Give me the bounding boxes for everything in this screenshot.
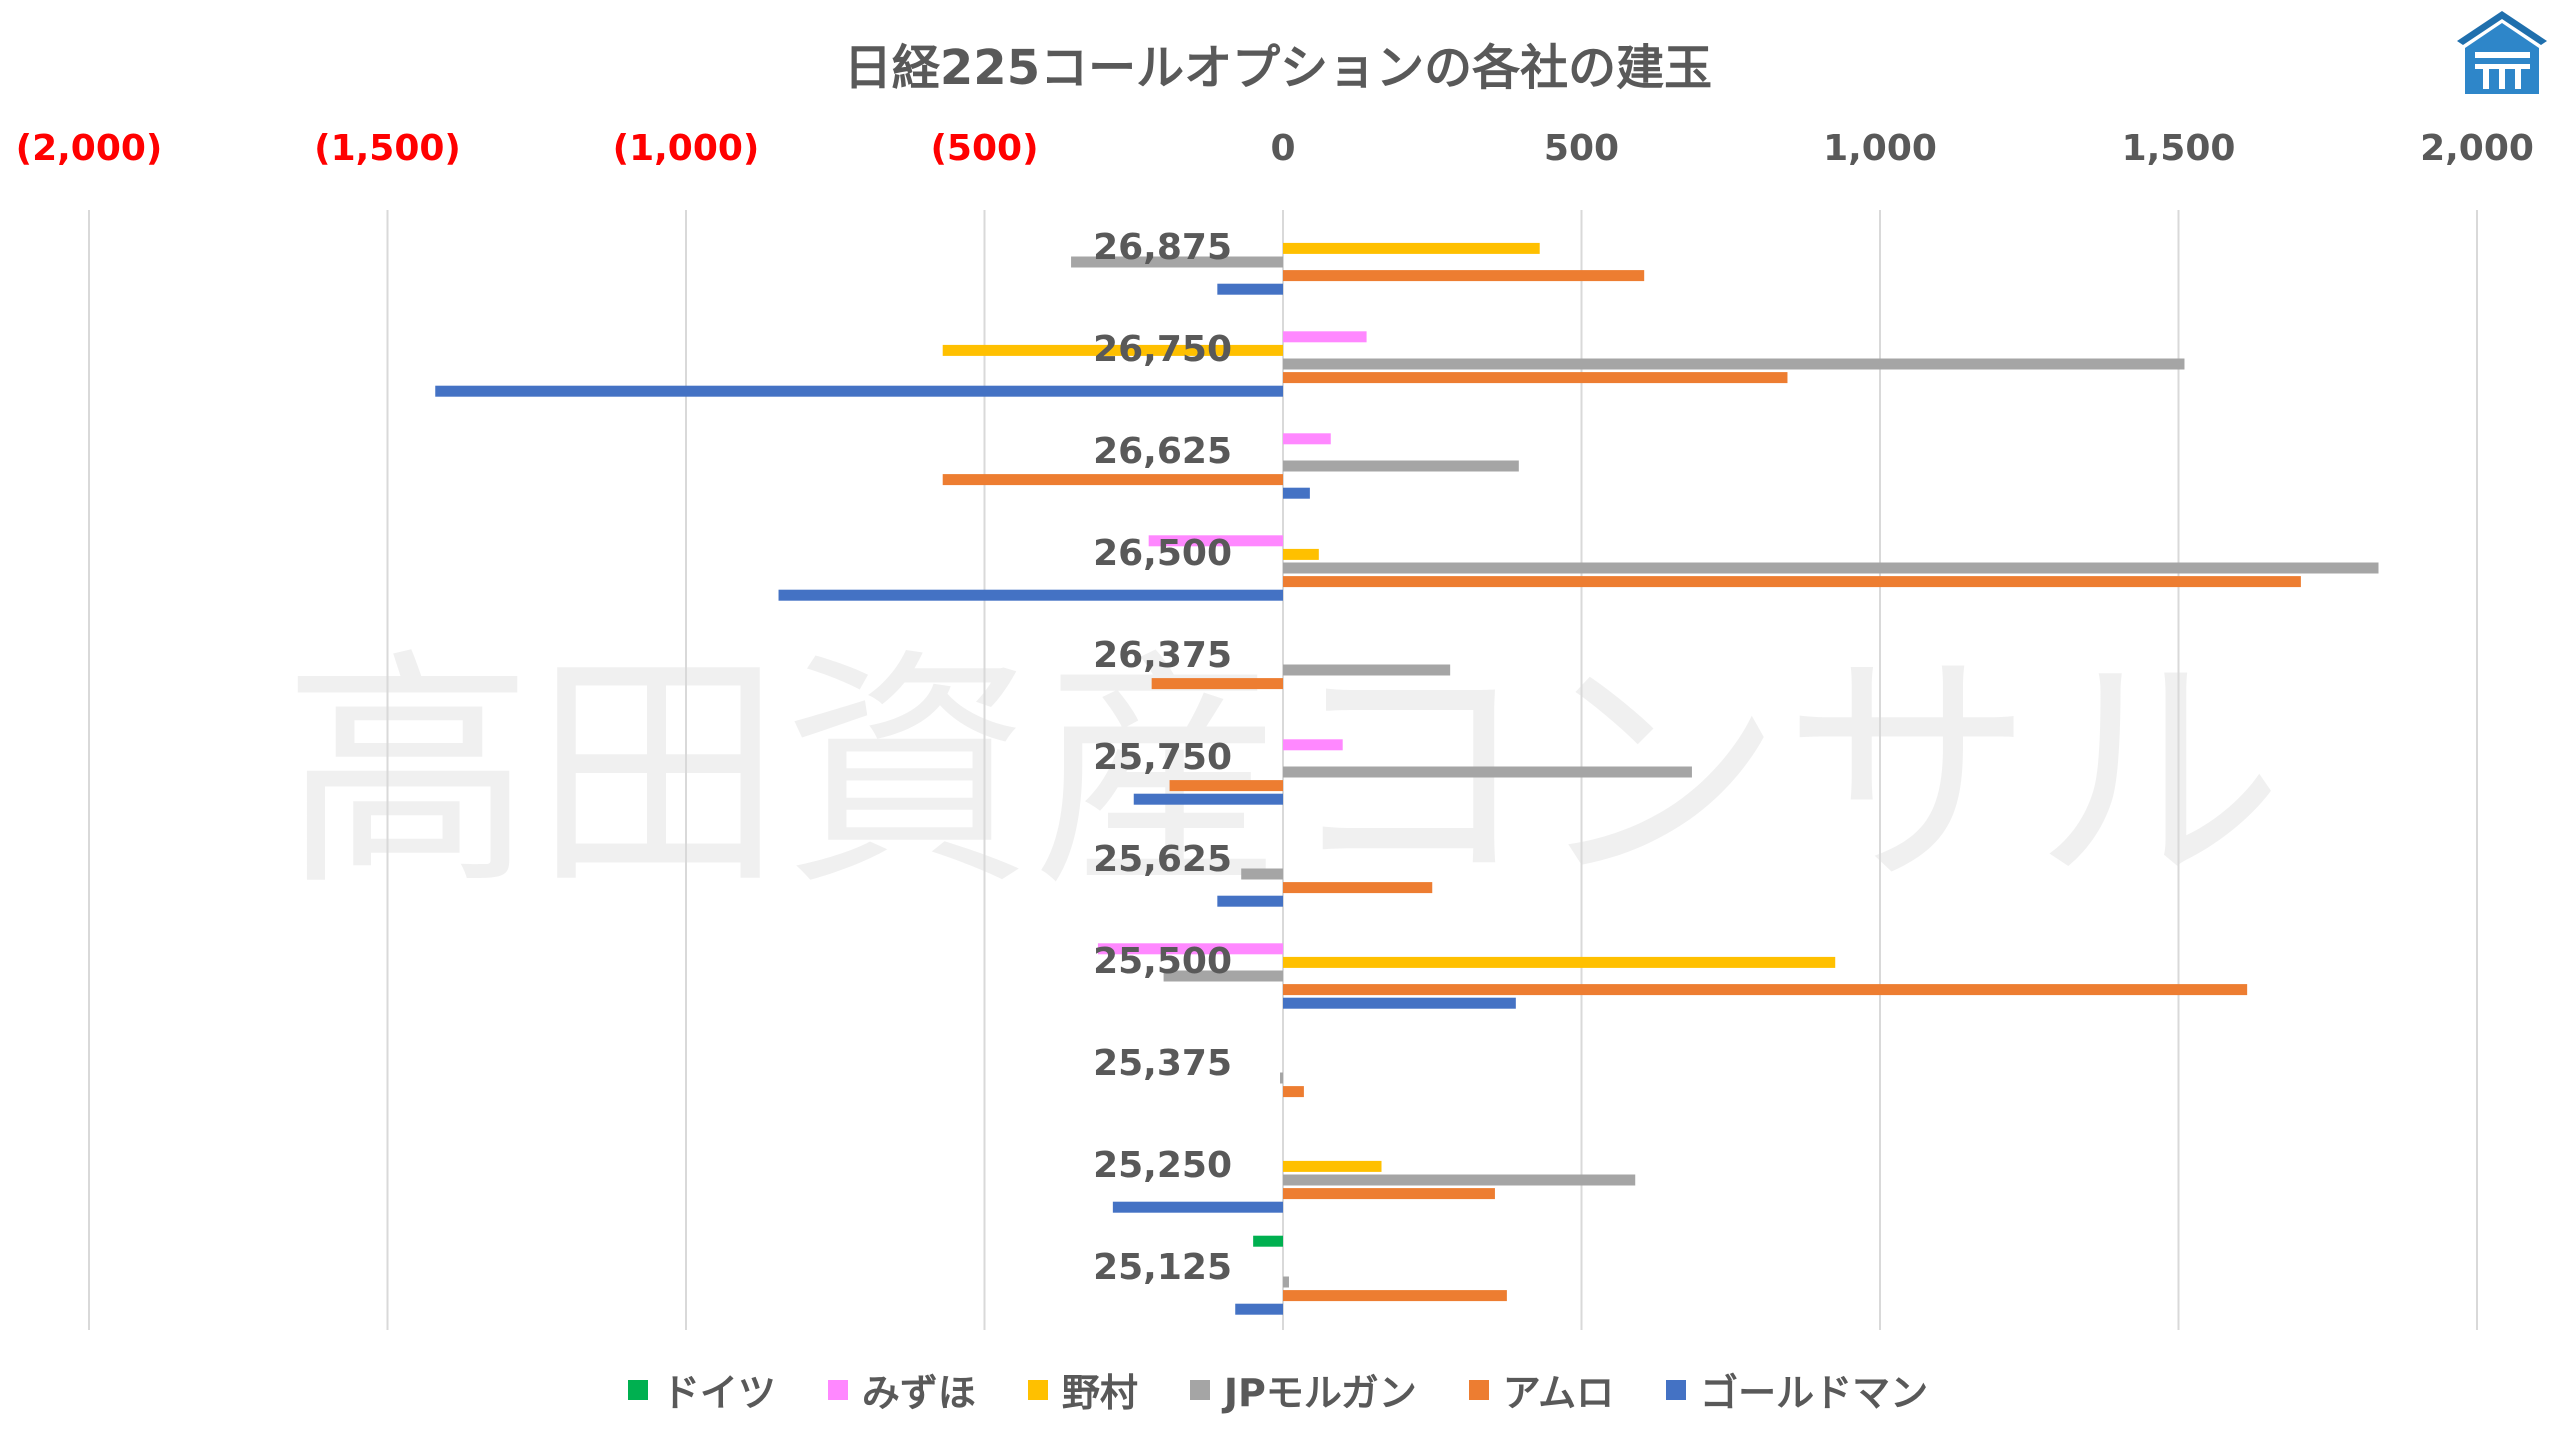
bar [1283,576,2301,588]
legend-label: JPモルガン [1223,1371,1417,1415]
legend: ドイツ みずほ 野村 JPモルガン アムロ ゴールドマン [0,1362,2556,1417]
bar [1169,780,1283,792]
legend-swatch [827,1379,848,1400]
legend-item: 野村 [1027,1362,1138,1417]
bar [778,589,1283,601]
bar [1283,242,1540,254]
bar [1283,997,1516,1009]
bar [1283,562,2379,574]
x-tick-label: (1,000) [613,128,760,169]
bar [1151,678,1283,690]
bar [1133,793,1283,805]
legend-label: 野村 [1061,1371,1138,1415]
bar [1283,1290,1507,1302]
bar [1148,535,1283,547]
bar [1217,283,1283,295]
legend-swatch [1468,1379,1489,1400]
bar [1235,1303,1283,1315]
x-tick-label: 1,000 [1823,128,1937,169]
bar [1283,1086,1304,1098]
category-label: 26,750 [1093,329,1232,370]
legend-item: JPモルガン [1189,1362,1417,1417]
bar [1283,1188,1495,1200]
legend-label: ゴールドマン [1700,1371,1929,1415]
legend-label: みずほ [861,1371,976,1415]
bar [1283,956,1836,968]
bar [1283,548,1319,560]
legend-item: アムロ [1468,1362,1615,1417]
bar [1283,1160,1382,1172]
legend-item: ドイツ [627,1362,776,1417]
bar [942,344,1283,356]
x-tick-label: 1,500 [2122,128,2236,169]
bar [1283,664,1451,676]
category-label: 26,375 [1093,635,1232,676]
logo-icon [2457,11,2547,94]
bar [1283,270,1645,282]
bar [1283,358,2185,370]
category-label: 25,250 [1093,1145,1232,1186]
bar [1280,1072,1283,1084]
bar [1283,882,1433,894]
category-label: 26,875 [1093,227,1232,268]
chart-title: 日経225コールオプションの各社の建玉 [843,40,1713,96]
bar [435,385,1283,397]
bar [1283,460,1519,472]
x-tick-label: 0 [1270,128,1295,169]
x-tick-label: 2,000 [2420,128,2534,169]
bar [1253,1235,1283,1247]
legend-swatch [627,1379,648,1400]
bar [1283,1174,1636,1186]
category-label: 25,125 [1093,1247,1232,1288]
category-label: 25,500 [1093,941,1232,982]
legend-item: みずほ [827,1362,976,1417]
bar [1163,970,1283,982]
bar [1283,984,2248,996]
category-label: 26,625 [1093,431,1232,472]
legend-swatch [1189,1379,1210,1400]
bar [1283,739,1343,751]
category-label: 25,375 [1093,1043,1232,1084]
x-tick-label: 500 [1544,128,1619,169]
bar [1283,331,1367,343]
bar [1283,433,1331,445]
legend-item: ゴールドマン [1666,1362,1928,1417]
x-tick-label: (2,000) [16,128,163,169]
category-label: 26,500 [1093,533,1232,574]
legend-swatch [1027,1379,1048,1400]
x-tick-label: (500) [930,128,1038,169]
bar [942,474,1283,486]
bar [1283,766,1692,778]
category-label: 25,625 [1093,839,1232,880]
bar [1071,256,1283,268]
bar [1283,1276,1289,1288]
legend-label: ドイツ [661,1371,776,1415]
legend-swatch [1666,1379,1687,1400]
legend-label: アムロ [1502,1371,1615,1415]
bar [1241,868,1283,880]
bar [1283,372,1788,384]
category-label: 25,750 [1093,737,1232,778]
bar [1217,895,1283,907]
bar [1283,487,1310,499]
x-tick-label: (1,500) [314,128,461,169]
bar [1112,1201,1283,1213]
bar [1097,943,1283,955]
